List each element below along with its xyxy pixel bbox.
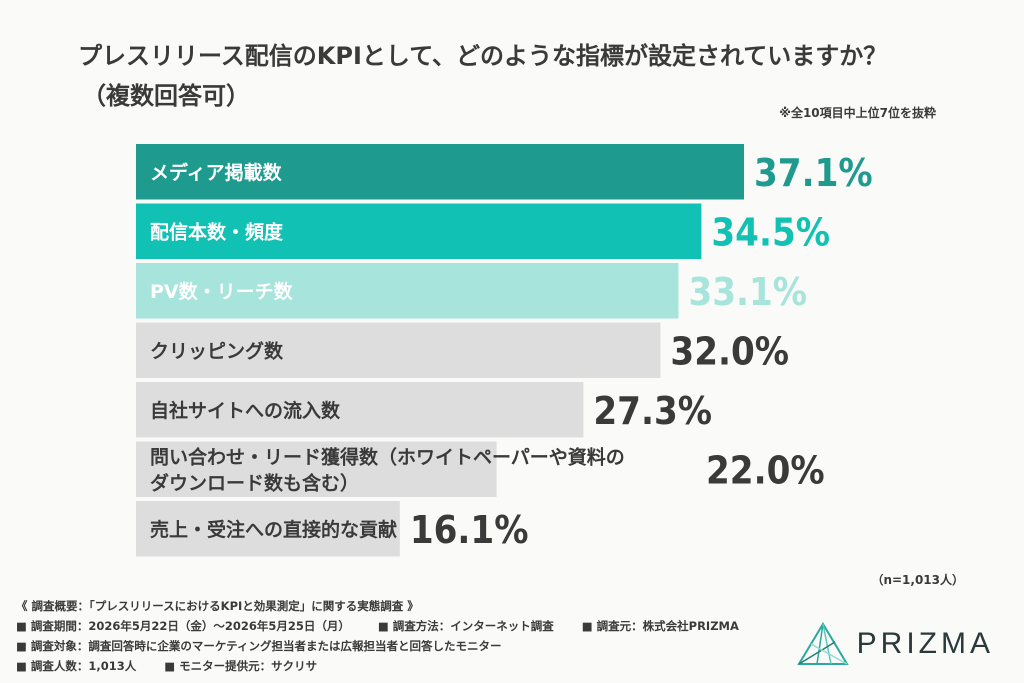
bar-group: PV数・リーチ数 33.1% — [136, 263, 807, 319]
prizma-logo: PRIZMA — [796, 622, 994, 666]
survey-org: ■ 調査元：株式会社PRIZMA — [581, 619, 739, 633]
category-label: ダウンロード数も含む） — [150, 471, 359, 494]
survey-target: ■ 調査対象：調査回答時に企業のマーケティング担当者または広報担当者と回答したモ… — [16, 639, 502, 653]
value-label: 22.0% — [706, 448, 825, 492]
category-label: 配信本数・頻度 — [150, 220, 284, 243]
bar — [136, 144, 744, 200]
survey-count: ■ 調査人数：1,013人 — [16, 659, 137, 673]
category-label: 自社サイトへの流入数 — [150, 399, 341, 422]
bar-group: 自社サイトへの流入数 27.3% — [136, 382, 712, 438]
bar — [136, 203, 702, 259]
value-label: 32.0% — [670, 329, 789, 373]
title-line-2: （複数回答可） — [82, 82, 250, 110]
value-label: 37.1% — [754, 151, 873, 195]
category-label: PV数・リーチ数 — [150, 280, 294, 303]
survey-summary: 《 調査概要：「プレスリリースにおけるKPIと効果測定」に関する実態調査 》 ■… — [16, 596, 739, 676]
survey-method: ■ 調査方法：インターネット調査 — [377, 619, 554, 633]
logo-text: PRIZMA — [856, 627, 994, 660]
category-label: 売上・受注への直接的な貢献 — [150, 518, 397, 541]
bar — [136, 263, 679, 319]
bar — [136, 501, 400, 557]
bar-group: 配信本数・頻度 34.5% — [136, 203, 830, 259]
category-label: クリッピング数 — [150, 339, 284, 362]
monitor-provider: ■ モニター提供元：サクリサ — [164, 659, 318, 673]
value-label: 33.1% — [688, 270, 807, 314]
value-label: 16.1% — [410, 508, 529, 552]
title-line-1: プレスリリース配信のKPIとして、どのような指標が設定されていますか？ — [78, 42, 888, 70]
summary-title: 《 調査概要：「プレスリリースにおけるKPIと効果測定」に関する実態調査 》 — [16, 599, 419, 613]
survey-period: ■ 調査期間：2026年5月22日（金）〜2026年5月25日（月） — [16, 619, 350, 633]
prism-logo-icon — [796, 622, 849, 665]
bar — [136, 382, 584, 438]
sample-size: （n=1,013人） — [871, 573, 964, 587]
bar-chart: メディア掲載数 37.1% 配信本数・頻度 34.5% PV数・リーチ数 33.1% クリッ… — [136, 144, 873, 557]
value-label: 34.5% — [711, 210, 830, 254]
category-label: メディア掲載数 — [150, 161, 283, 184]
bar — [136, 322, 661, 378]
value-label: 27.3% — [593, 389, 712, 433]
bar — [136, 441, 497, 497]
chart-title: プレスリリース配信のKPIとして、どのような指標が設定されていますか？ （複数回… — [78, 36, 887, 116]
category-label: 問い合わせ・リード獲得数（ホワイトペーパーや資料の — [150, 445, 625, 468]
bar-group: 売上・受注への直接的な貢献 16.1% — [136, 501, 528, 557]
bar-group: クリッピング数 32.0% — [136, 322, 789, 378]
bar-group: メディア掲載数 37.1% — [136, 144, 873, 200]
chart-note: ※全10項目中上位7位を抜粋 — [779, 106, 936, 120]
